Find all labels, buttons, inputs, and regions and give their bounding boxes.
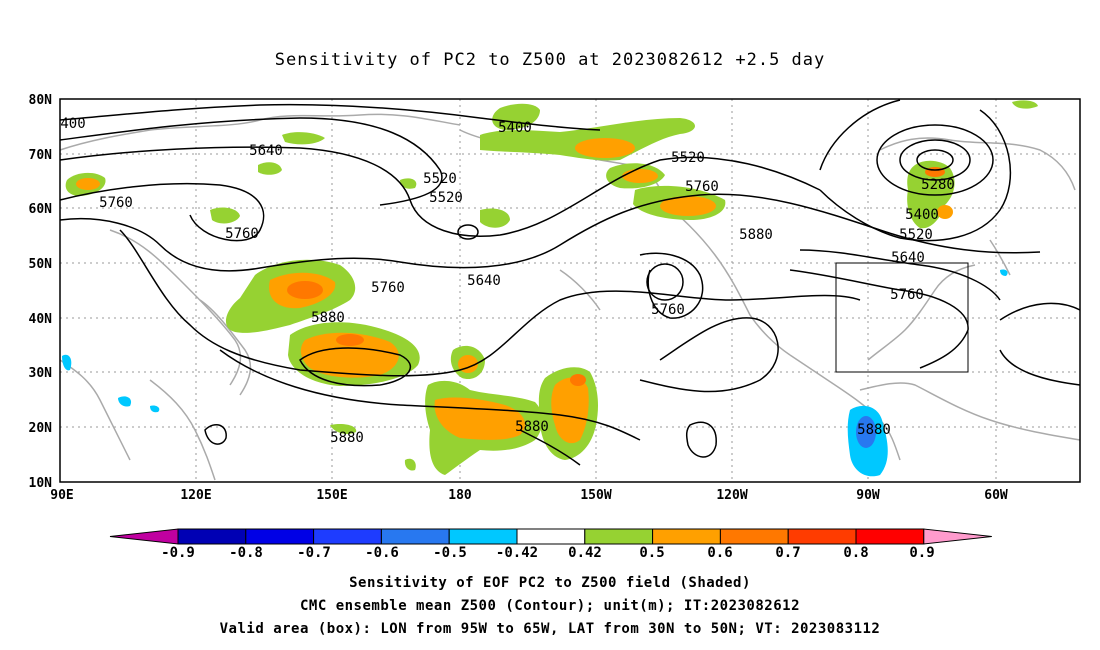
colorbar-label: -0.6 xyxy=(365,545,399,561)
lon-label: 60W xyxy=(984,488,1008,503)
colorbar-segment xyxy=(380,528,450,545)
valid-area-box xyxy=(835,262,969,373)
colorbar xyxy=(109,528,992,545)
z500-contours xyxy=(59,99,1081,466)
contour-label: 5640 xyxy=(249,143,283,159)
contour-label: 5520 xyxy=(429,190,463,206)
lat-label: 70N xyxy=(29,148,53,163)
lat-axis-labels: 80N 70N 60N 50N 40N 30N 20N 10N xyxy=(29,93,53,491)
colorbar-segment xyxy=(177,528,247,545)
colorbar-segment xyxy=(787,528,857,545)
colorbar-segment xyxy=(855,528,925,545)
colorbar-label: 0.42 xyxy=(568,545,602,561)
contour-label: 5280 xyxy=(921,177,955,193)
colorbar-label: 0.5 xyxy=(639,545,664,561)
lon-axis-labels: 90E 120E 150E 180 150W 120W 90W 60W xyxy=(50,488,1008,503)
lat-label: 20N xyxy=(29,421,53,436)
contour-label: 5880 xyxy=(311,310,345,326)
caption-line-3: Valid area (box): LON from 95W to 65W, L… xyxy=(219,621,881,637)
contour-label: 5640 xyxy=(891,250,925,266)
contour-label: 5760 xyxy=(890,287,924,303)
contour-label: 5880 xyxy=(739,227,773,243)
contour-label: 5880 xyxy=(330,430,364,446)
colorbar-segment xyxy=(448,528,518,545)
colorbar-label: -0.42 xyxy=(496,545,538,561)
colorbar-segment xyxy=(516,528,586,545)
lon-label: 120W xyxy=(716,488,747,503)
contour-label: 5760 xyxy=(651,302,685,318)
contour-label: 5760 xyxy=(99,195,133,211)
contour-label: 5520 xyxy=(423,171,457,187)
lat-label: 50N xyxy=(29,257,53,272)
colorbar-segment xyxy=(245,528,315,545)
contour-label: 5520 xyxy=(671,150,705,166)
colorbar-label: -0.7 xyxy=(297,545,331,561)
colorbar-label: 0.6 xyxy=(707,545,732,561)
contour-labels: 400 5400 5640 5520 5520 5760 5760 5520 5… xyxy=(60,116,955,446)
contour-label: 400 xyxy=(60,116,85,132)
colorbar-label: 0.8 xyxy=(843,545,868,561)
contour-label: 5760 xyxy=(371,280,405,296)
colorbar-label: 0.7 xyxy=(775,545,800,561)
colorbar-label: -0.5 xyxy=(433,545,467,561)
contour-label: 5760 xyxy=(685,179,719,195)
lon-label: 120E xyxy=(180,488,211,503)
lon-label: 90E xyxy=(50,488,73,503)
lon-label: 150W xyxy=(580,488,611,503)
shading-positive xyxy=(65,100,1038,475)
colorbar-labels: -0.9 -0.8 -0.7 -0.6 -0.5 -0.42 0.42 0.5 … xyxy=(161,545,935,561)
lat-label: 40N xyxy=(29,312,53,327)
lon-label: 180 xyxy=(448,488,472,503)
contour-label: 5520 xyxy=(899,227,933,243)
lat-label: 10N xyxy=(29,476,53,491)
lat-label: 60N xyxy=(29,202,53,217)
lon-label: 90W xyxy=(856,488,880,503)
colorbar-end-right xyxy=(923,528,992,545)
contour-label: 5400 xyxy=(498,120,532,136)
caption-line-2: CMC ensemble mean Z500 (Contour); unit(m… xyxy=(299,598,800,614)
colorbar-segment xyxy=(719,528,789,545)
contour-label: 5400 xyxy=(905,207,939,223)
colorbar-end-left xyxy=(109,528,179,545)
caption-line-1: Sensitivity of EOF PC2 to Z500 field (Sh… xyxy=(349,575,751,591)
map-title: Sensitivity of PC2 to Z500 at 2023082612… xyxy=(274,50,826,70)
contour-label: 5640 xyxy=(467,273,501,289)
plot-frame xyxy=(59,98,1081,483)
colorbar-label: -0.9 xyxy=(161,545,195,561)
colorbar-label: 0.9 xyxy=(909,545,934,561)
colorbar-label: -0.8 xyxy=(229,545,263,561)
colorbar-segment xyxy=(652,528,721,545)
lat-label: 30N xyxy=(29,366,53,381)
colorbar-segment xyxy=(313,528,382,545)
contour-label: 5760 xyxy=(225,226,259,242)
colorbar-segment xyxy=(584,528,654,545)
lon-label: 150E xyxy=(316,488,347,503)
contour-label: 5880 xyxy=(515,419,549,435)
contour-label: 5880 xyxy=(857,422,891,438)
shading-negative xyxy=(62,269,1008,477)
lat-label: 80N xyxy=(29,93,53,108)
